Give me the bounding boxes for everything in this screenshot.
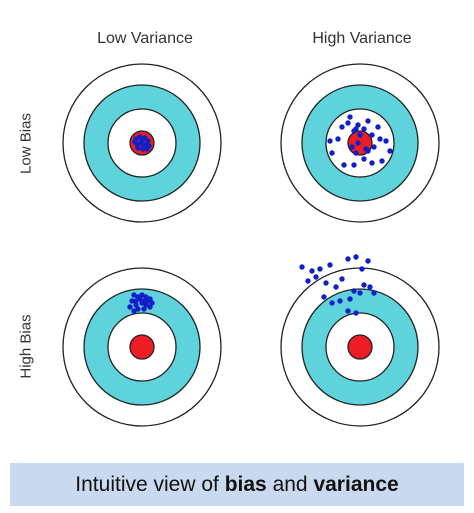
shot-dot xyxy=(299,264,305,270)
shot-dot xyxy=(357,290,363,296)
shot-dot xyxy=(131,292,137,298)
shot-dot xyxy=(361,126,367,132)
shot-dot xyxy=(353,310,359,316)
shot-dot xyxy=(341,162,347,168)
shot-dot xyxy=(339,124,345,130)
caption-text-2: and xyxy=(266,472,314,496)
target-high-bias-low-variance xyxy=(62,267,222,427)
shot-dot xyxy=(145,138,151,144)
shot-dot xyxy=(305,278,311,284)
target-low-bias-low-variance xyxy=(62,63,222,223)
shot-dot xyxy=(347,296,353,302)
shot-dot xyxy=(355,140,361,146)
shot-dot xyxy=(141,144,147,150)
shot-dot xyxy=(139,292,145,298)
shot-dot xyxy=(139,137,145,143)
shot-dot xyxy=(345,308,351,314)
shot-dot xyxy=(321,294,327,300)
shot-dot xyxy=(339,276,345,282)
shot-dot xyxy=(131,308,137,314)
shot-dot xyxy=(377,136,383,142)
shot-dot xyxy=(143,294,149,300)
shot-dot xyxy=(139,300,145,306)
shot-dot xyxy=(345,256,351,262)
target-high-bias-high-variance xyxy=(280,254,440,427)
shot-dot xyxy=(353,254,359,260)
shot-dot xyxy=(333,284,339,290)
shot-dot xyxy=(135,145,141,151)
shot-dot xyxy=(313,274,319,280)
caption-banner: Intuitive view of bias and variance xyxy=(10,463,464,506)
shot-dot xyxy=(365,118,371,124)
shot-dot xyxy=(387,148,393,154)
shot-dot xyxy=(137,296,143,302)
shot-dot xyxy=(317,266,323,272)
shot-dot xyxy=(375,124,381,130)
shot-dot xyxy=(323,280,329,286)
shot-dot xyxy=(365,148,371,154)
shot-dot xyxy=(329,150,335,156)
shot-dot xyxy=(143,302,149,308)
shot-dot xyxy=(371,290,377,296)
shot-dot xyxy=(361,156,367,162)
target-low-bias-high-variance xyxy=(280,63,440,223)
shot-dot xyxy=(361,282,367,288)
caption-bias: bias xyxy=(224,472,267,496)
shot-dot xyxy=(129,298,135,304)
shot-dot xyxy=(345,120,351,126)
shot-dot xyxy=(132,139,138,145)
shot-dot xyxy=(135,306,141,312)
shot-dot xyxy=(347,114,353,120)
column-label-high-variance: High Variance xyxy=(312,30,412,47)
shot-dot xyxy=(349,144,355,150)
shot-dot xyxy=(383,138,389,144)
shot-dot xyxy=(371,144,377,150)
shot-dot xyxy=(335,136,341,142)
shot-dot xyxy=(379,158,385,164)
shot-dot xyxy=(309,268,315,274)
shot-dot xyxy=(359,266,365,272)
shot-dot xyxy=(369,132,375,138)
shot-dot xyxy=(145,298,151,304)
shot-dot xyxy=(147,304,153,310)
shot-dot xyxy=(133,302,139,308)
shot-dot xyxy=(369,160,375,166)
shot-dot xyxy=(353,150,359,156)
shot-dot xyxy=(353,126,359,132)
bias-variance-targets xyxy=(62,63,440,427)
shot-dot xyxy=(367,284,373,290)
bullseye xyxy=(129,334,155,360)
shot-dot xyxy=(337,298,343,304)
shot-dot xyxy=(127,304,133,310)
shot-dot xyxy=(327,138,333,144)
shot-dot xyxy=(141,306,147,312)
shot-dot xyxy=(133,298,139,304)
shot-dot xyxy=(355,122,361,128)
shot-dot xyxy=(365,258,371,264)
bullseye xyxy=(347,334,373,360)
shot-dot xyxy=(357,132,363,138)
shot-dot xyxy=(327,262,333,268)
shot-dot xyxy=(351,162,357,168)
shot-dot xyxy=(351,288,357,294)
caption-variance: variance xyxy=(313,472,399,496)
shot-dot xyxy=(329,300,335,306)
column-label-low-variance: Low Variance xyxy=(97,30,193,47)
caption-text-1: Intuitive view of xyxy=(75,472,225,496)
shot-dot xyxy=(149,300,155,306)
